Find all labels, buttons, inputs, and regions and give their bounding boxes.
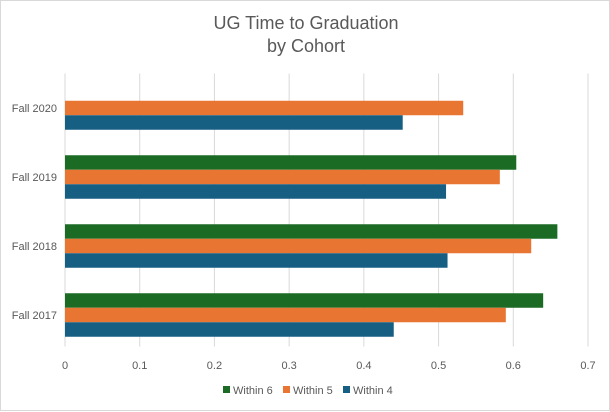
legend-swatch (223, 386, 230, 393)
bar-within-4 (65, 115, 403, 130)
legend-swatch (283, 386, 290, 393)
bar-within-5 (65, 307, 506, 323)
x-tick-label: 0.2 (207, 360, 222, 372)
x-tick-label: 0.6 (506, 360, 521, 372)
chart-title-line1: UG Time to Graduation (213, 13, 399, 33)
bar-within-6 (65, 293, 544, 308)
category-label: Fall 2017 (12, 310, 57, 322)
bar-within-5 (65, 238, 532, 254)
bar-within-4 (65, 253, 448, 268)
x-tick-label: 0.4 (356, 360, 371, 372)
bar-within-6 (65, 155, 517, 170)
bar-within-5 (65, 169, 500, 185)
bar-within-6 (65, 224, 558, 239)
x-tick-label: 0.5 (431, 360, 446, 372)
legend-label: Within 6 (233, 385, 273, 397)
bar-within-4 (65, 322, 394, 337)
bar-within-5 (65, 100, 464, 116)
category-label: Fall 2018 (12, 241, 57, 253)
category-label: Fall 2019 (12, 172, 57, 184)
x-tick-label: 0.7 (580, 360, 595, 372)
legend-label: Within 5 (293, 385, 333, 397)
category-label: Fall 2020 (12, 103, 57, 115)
x-tick-label: 0.3 (281, 360, 296, 372)
chart-title-line2: by Cohort (266, 36, 346, 56)
x-tick-label: 0 (62, 360, 68, 372)
legend-swatch (343, 386, 350, 393)
bar-within-4 (65, 184, 447, 199)
x-tick-label: 0.1 (132, 360, 147, 372)
legend-label: Within 4 (353, 385, 393, 397)
